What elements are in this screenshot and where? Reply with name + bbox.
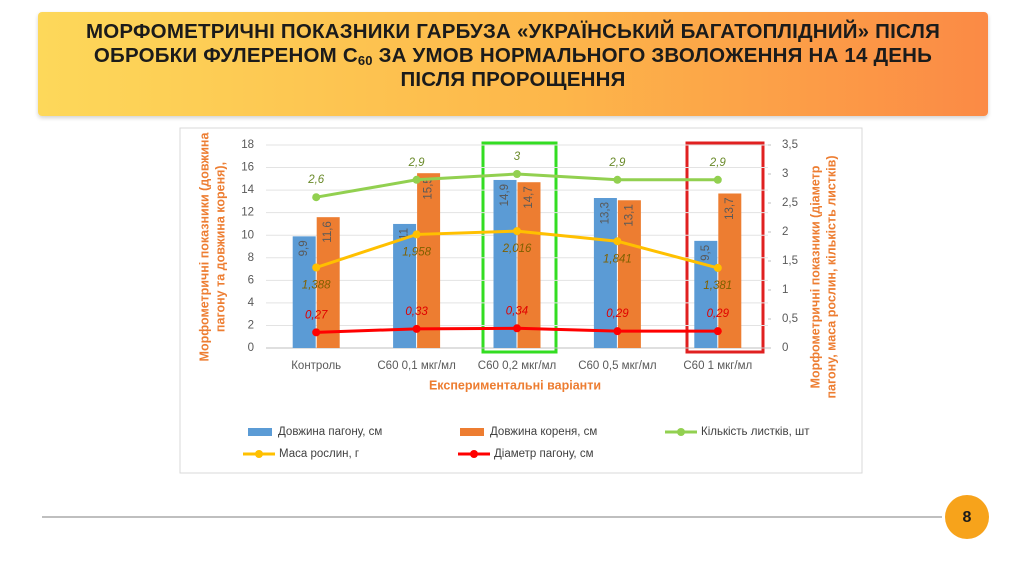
- legend-label: Маса рослин, г: [279, 448, 359, 460]
- y2-tick-label: 3: [782, 168, 788, 180]
- legend-swatch: [255, 450, 263, 458]
- bar-value-label: 14,9: [499, 184, 511, 206]
- bar-value-label: 15,5: [423, 177, 435, 199]
- bar-value-label: 11: [399, 228, 411, 240]
- y-tick-label: 18: [241, 139, 254, 151]
- y-tick-label: 16: [241, 162, 254, 174]
- legend-label: Кількість листків, шт: [701, 426, 810, 438]
- x-tick-label: С60 0,5 мкг/мл: [578, 360, 656, 372]
- y2-tick-label: 3,5: [782, 139, 798, 151]
- line-marker: [513, 227, 521, 236]
- bar-value-label: 9,5: [700, 245, 712, 261]
- bar-value-label: 13,1: [623, 204, 635, 226]
- line-marker: [713, 327, 722, 336]
- line-marker: [513, 170, 521, 178]
- line-marker: [412, 175, 421, 184]
- line-marker: [412, 230, 421, 239]
- page-number: 8: [963, 509, 972, 526]
- bar: [593, 198, 617, 348]
- y-tick-label: 14: [241, 184, 254, 196]
- bar-value-label: 13,3: [599, 202, 611, 224]
- y-axis-title: пагону та довжина кореня),: [213, 162, 227, 332]
- line-value-label: 2,016: [502, 243, 532, 255]
- legend-swatch: [470, 450, 478, 458]
- legend-label: Діаметр пагону, см: [494, 448, 594, 460]
- y-tick-label: 12: [241, 207, 254, 219]
- highlight-box: [481, 141, 558, 354]
- x-tick-label: Контроль: [291, 360, 341, 372]
- line-marker: [613, 327, 622, 336]
- bar-value-label: 14,7: [523, 186, 535, 208]
- bar: [517, 182, 541, 348]
- y2-tick-label: 1: [782, 284, 788, 296]
- bar: [417, 173, 441, 348]
- page-badge: [945, 495, 989, 539]
- bar: [718, 193, 742, 348]
- legend-label: Довжина кореня, см: [490, 426, 597, 438]
- line-value-label: 1,958: [402, 246, 431, 258]
- line-value-label: 2,6: [307, 174, 325, 186]
- y2-axis-title: Морфометричні показники (діаметр: [808, 165, 822, 388]
- bar: [393, 223, 417, 348]
- line-marker: [613, 237, 622, 246]
- y-tick-label: 0: [248, 342, 254, 354]
- line-marker: [312, 263, 321, 272]
- y2-axis-title: пагону, маса рослин, кількість листків): [824, 155, 838, 398]
- line-value-label: 0,33: [405, 306, 428, 318]
- bar: [316, 217, 340, 348]
- bar-value-label: 9,9: [298, 240, 310, 256]
- legend-swatch: [248, 428, 272, 436]
- line-marker: [312, 193, 321, 202]
- y2-tick-label: 0: [782, 342, 788, 354]
- bar-value-label: 11,6: [322, 221, 334, 243]
- bar-value-label: 13,7: [724, 197, 736, 219]
- y-tick-label: 6: [248, 274, 254, 286]
- line-marker: [613, 175, 622, 184]
- title-banner: [38, 12, 988, 116]
- legend-label: Довжина пагону, см: [278, 426, 382, 438]
- line-value-label: 0,34: [506, 305, 528, 317]
- highlight-box: [685, 141, 765, 354]
- y2-tick-label: 2,5: [782, 197, 798, 209]
- bar: [292, 236, 316, 348]
- line-value-label: 2,9: [408, 157, 426, 169]
- bar: [617, 200, 641, 348]
- y-tick-label: 4: [248, 297, 255, 309]
- y-tick-label: 10: [241, 229, 254, 241]
- title-text: МОРФОМЕТРИЧНІ ПОКАЗНИКИ ГАРБУЗА «УКРАЇНС…: [85, 20, 941, 67]
- y-tick-label: 2: [248, 319, 254, 331]
- line-value-label: 2,9: [709, 157, 727, 169]
- line-value-label: 0,29: [606, 308, 629, 320]
- line-value-label: 0,27: [305, 309, 328, 321]
- line-marker: [713, 175, 722, 184]
- legend-swatch: [677, 428, 685, 436]
- y-tick-label: 8: [248, 252, 254, 264]
- x-tick-label: С60 1 мкг/мл: [683, 360, 752, 372]
- line-marker: [513, 324, 521, 333]
- y2-tick-label: 2: [782, 226, 788, 238]
- y2-tick-label: 0,5: [782, 313, 798, 325]
- line-value-label: 1,841: [603, 253, 632, 265]
- x-axis-title: Експериментальні варіанти: [429, 378, 601, 392]
- y-axis-title: Морфометричні показники (довжина: [197, 132, 211, 362]
- line-value-label: 3: [514, 151, 521, 163]
- line-value-label: 0,29: [707, 308, 730, 320]
- line-marker: [412, 324, 421, 333]
- title-text: ЗА УМОВ НОРМАЛЬНОГО ЗВОЛОЖЕННЯ НА 14 ДЕН…: [372, 44, 933, 91]
- line-marker: [312, 328, 321, 337]
- line-marker: [713, 263, 722, 272]
- bar: [493, 179, 517, 348]
- line-value-label: 2,9: [608, 157, 626, 169]
- slide-title: МОРФОМЕТРИЧНІ ПОКАЗНИКИ ГАРБУЗА «УКРАЇНС…: [60, 20, 966, 92]
- legend-swatch: [460, 428, 484, 436]
- line-value-label: 1,388: [302, 280, 331, 292]
- x-tick-label: С60 0,1 мкг/мл: [377, 360, 455, 372]
- y2-tick-label: 1,5: [782, 255, 798, 267]
- title-subscript: 60: [357, 53, 373, 68]
- x-tick-label: С60 0,2 мкг/мл: [478, 360, 556, 372]
- line-value-label: 1,381: [703, 280, 732, 292]
